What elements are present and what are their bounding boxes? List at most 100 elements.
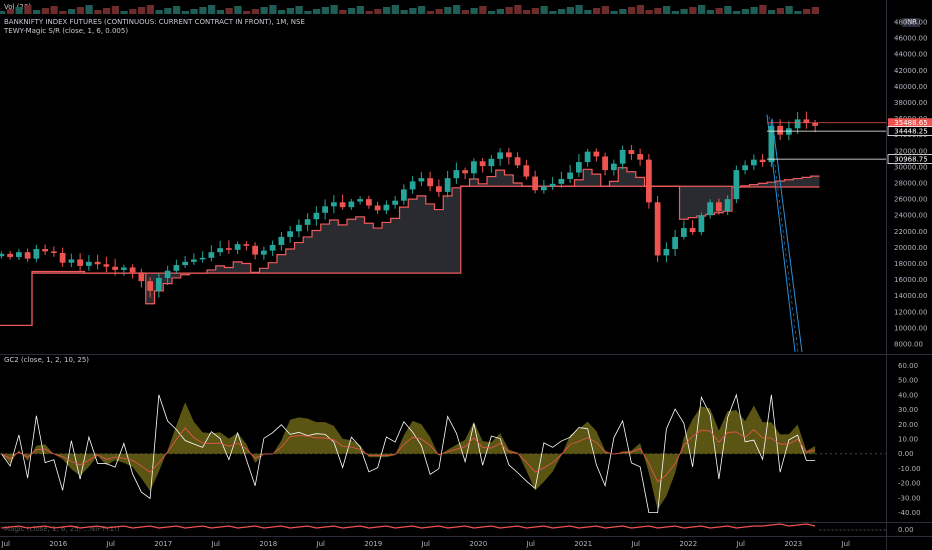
candle-body (147, 281, 153, 291)
chart-title: BANKNIFTY INDEX FUTURES (CONTINUOUS: CUR… (4, 18, 305, 26)
price-tick-label: 26000.00 (894, 196, 927, 204)
candle-body (138, 272, 145, 282)
time-tick-label: 2020 (469, 540, 487, 548)
candle-body (707, 202, 713, 216)
candle-body (768, 125, 775, 163)
volume-bar (111, 6, 119, 14)
volume-bar (50, 6, 58, 14)
volume-bar (584, 10, 592, 14)
volume-bar (208, 5, 216, 14)
price-tick-label: 22000.00 (894, 228, 927, 236)
time-tick-label: Jul (631, 540, 641, 548)
candle-body (164, 270, 171, 278)
volume-bar (540, 6, 548, 14)
time-tick-label: 2019 (364, 540, 382, 548)
volume-bar (418, 6, 426, 14)
candle-body (401, 189, 407, 201)
volume-bar (724, 6, 732, 14)
candle-body (436, 186, 442, 192)
price-tick-label: 14000.00 (894, 292, 927, 300)
price-tick-label: 10000.00 (894, 324, 927, 332)
candle-body (112, 266, 118, 270)
candle-body (182, 261, 188, 266)
volume-bar (645, 10, 653, 14)
osc-tick-label: -10.00 (898, 465, 921, 473)
time-tick-label: Jul (316, 540, 326, 548)
candle-body (628, 150, 635, 155)
volume-bar (470, 8, 478, 14)
volume-bar (129, 9, 137, 14)
volume-bar (741, 9, 749, 14)
candle-body (103, 264, 110, 267)
candle-body (409, 181, 416, 190)
candle-body (523, 165, 530, 177)
osc-line-red (1, 427, 816, 483)
volume-bar (278, 10, 286, 14)
candle-body (602, 156, 608, 171)
volume-bar (365, 11, 373, 14)
volume-bar (488, 11, 496, 14)
candle-body (646, 159, 652, 203)
candle-body (234, 244, 241, 250)
candle-body (567, 172, 573, 179)
time-tick-label: Jul (421, 540, 431, 548)
candle-body (558, 178, 565, 184)
price-tick-label: 32000.00 (894, 147, 927, 155)
volume-bar (706, 10, 714, 14)
candle-body (16, 252, 22, 258)
volume-bar (496, 9, 504, 14)
candle-body (681, 228, 687, 237)
price-axis[interactable]: 8000.00 10000.00 12000.00 14000.00 16000.00 1… (894, 19, 927, 534)
candle-body (94, 261, 101, 265)
volume-bar (514, 5, 522, 14)
indicator-label: TEWY-Magic S/R (close, 1, 6, 0.005) (4, 27, 129, 35)
osc-tick-label: 10.00 (898, 436, 918, 444)
candle-body (506, 152, 512, 158)
volume-bar (531, 8, 539, 14)
volume-bar (776, 8, 784, 14)
candle-body (777, 125, 783, 135)
volume-bar (628, 7, 636, 14)
candle-body (77, 259, 83, 266)
volume-bar (330, 5, 338, 14)
volume-bar (0, 11, 6, 14)
time-tick-label: 2016 (49, 540, 67, 548)
candle-body (383, 204, 390, 211)
volume-bar (146, 5, 154, 14)
volume-bar (461, 10, 469, 14)
bottom-indicator-line (1, 523, 816, 529)
candle-body (698, 215, 705, 233)
candle-body (619, 150, 626, 164)
volume-bar (768, 10, 776, 14)
price-tag-label: 34448.25 (894, 128, 927, 136)
level-lines (767, 122, 886, 160)
candle-body (444, 178, 451, 192)
candle-body (611, 163, 617, 171)
volume-bar (94, 10, 102, 14)
candle-body (672, 236, 678, 249)
candle-body (427, 178, 433, 187)
volume-bar (453, 5, 461, 14)
volume-bar (374, 9, 382, 14)
volume-bar (383, 7, 391, 14)
candle-body (208, 252, 215, 258)
price-tick-label: 24000.00 (894, 212, 927, 220)
bottom-tick-label: 0.00 (898, 526, 914, 534)
candle-body (199, 257, 206, 260)
candle-body (304, 219, 311, 225)
osc-tick-label: 50.00 (898, 377, 918, 385)
bottom-indicator-label: Magic (close, 1, 6, 25, ...NIFTY1!) (4, 525, 120, 533)
volume-bar (33, 10, 41, 14)
volume-bar (339, 10, 347, 14)
volume-bar (85, 5, 93, 14)
volume-bar (269, 5, 277, 14)
time-axis[interactable]: Jul 2016 Jul 2017 Jul 2018 Jul 2019 Jul 2020 Jul 20… (1, 540, 851, 548)
time-tick-label: Jul (526, 540, 536, 548)
osc-tick-label: 30.00 (898, 406, 918, 414)
candle-body (261, 250, 267, 255)
price-tick-label: 16000.00 (894, 276, 927, 284)
volume-bar (654, 8, 662, 14)
candle-body (497, 152, 503, 159)
volume-bar (733, 11, 741, 14)
